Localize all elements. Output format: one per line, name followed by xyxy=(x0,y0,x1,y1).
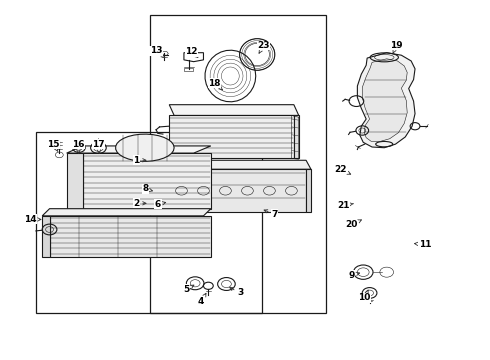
Text: 22: 22 xyxy=(334,165,351,174)
Text: 16: 16 xyxy=(72,140,84,153)
Text: 23: 23 xyxy=(257,41,270,53)
Text: 10: 10 xyxy=(359,290,371,302)
Text: 11: 11 xyxy=(415,240,431,249)
Polygon shape xyxy=(42,209,211,216)
Text: 19: 19 xyxy=(390,41,403,53)
Polygon shape xyxy=(162,160,311,169)
Text: 5: 5 xyxy=(183,285,194,294)
Text: 17: 17 xyxy=(92,140,105,153)
Text: 18: 18 xyxy=(208,79,222,90)
Polygon shape xyxy=(169,116,294,158)
Polygon shape xyxy=(83,153,211,209)
Polygon shape xyxy=(49,216,211,257)
Polygon shape xyxy=(116,134,174,161)
Text: 2: 2 xyxy=(133,199,146,208)
Text: 1: 1 xyxy=(133,156,146,165)
Polygon shape xyxy=(294,116,299,158)
Polygon shape xyxy=(306,169,311,212)
Text: 14: 14 xyxy=(24,215,41,224)
Text: 13: 13 xyxy=(150,46,165,58)
Text: 7: 7 xyxy=(264,210,277,219)
Polygon shape xyxy=(357,53,415,148)
Polygon shape xyxy=(42,216,49,257)
Text: 21: 21 xyxy=(338,201,353,210)
Text: 20: 20 xyxy=(345,220,362,229)
Polygon shape xyxy=(169,105,299,116)
Text: 3: 3 xyxy=(230,288,243,297)
Text: 4: 4 xyxy=(198,293,206,306)
Text: 9: 9 xyxy=(348,270,360,279)
Text: 6: 6 xyxy=(155,200,166,209)
Polygon shape xyxy=(67,153,83,209)
Text: 15: 15 xyxy=(47,140,60,152)
Text: 8: 8 xyxy=(142,184,152,193)
Polygon shape xyxy=(162,169,306,212)
Text: 12: 12 xyxy=(185,47,198,58)
Polygon shape xyxy=(362,59,407,141)
Polygon shape xyxy=(67,146,211,153)
